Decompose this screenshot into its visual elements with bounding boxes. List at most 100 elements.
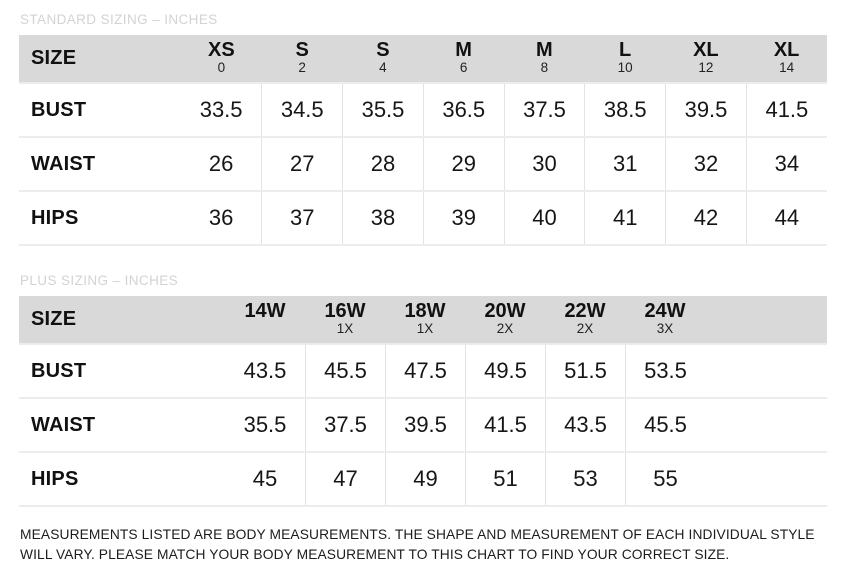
measurement-value: 41.5 (484, 412, 527, 437)
measurement-value: 32 (693, 151, 719, 176)
measurement-cell: 39 (422, 191, 504, 245)
measurement-value: 39.5 (684, 97, 728, 122)
measurement-cell: 41 (584, 191, 666, 245)
measurement-cell: 45.5 (304, 344, 385, 398)
size-label: S (376, 39, 390, 61)
size-label: S (295, 39, 309, 61)
size-label-box: XL 14 (747, 40, 827, 75)
measurement-cell: 29 (422, 137, 504, 191)
size-label-box: 20W 2X (465, 301, 545, 336)
measurement-value: 39.5 (404, 412, 447, 437)
measurement-cell: 45.5 (624, 398, 827, 452)
measurement-cell: 49 (384, 452, 465, 506)
plus-sizing-section: PLUS SIZING – INCHES SIZE 14W 16W 1X 18W 1X 2… (19, 273, 827, 507)
measurement-cell: 45 (225, 452, 305, 506)
measurement-cell: 53 (544, 452, 625, 506)
column-header-16w: 16W 1X (305, 296, 385, 344)
measurement-value: 45.5 (644, 412, 687, 437)
numeric-size-label: 8 (540, 60, 549, 75)
row-header-hips: HIPS (31, 467, 79, 490)
measurement-value: 51.5 (564, 358, 607, 383)
measurement-cell: 44 (745, 191, 827, 245)
row-header-bust: BUST (31, 98, 87, 121)
column-header-xl: XL 12 (665, 35, 747, 83)
measurement-value: 47 (333, 466, 358, 491)
size-label: 22W (564, 300, 606, 322)
plus-header-row: SIZE 14W 16W 1X 18W 1X 20W 2X 22W 2X 24W 3X (19, 296, 827, 344)
measurement-cell: 37.5 (304, 398, 385, 452)
column-header-22w: 22W 2X (545, 296, 625, 344)
standard-sizing-section: STANDARD SIZING – INCHES SIZE XS 0 S 2 S 4 M 6 M 8… (19, 12, 827, 246)
column-header-20w: 20W 2X (465, 296, 545, 344)
standard-sizing-table: SIZE XS 0 S 2 S 4 M 6 M 8 L 10 XL 12 XL 14 BUST 33.5 34.5 3… (19, 35, 827, 246)
numeric-size-label: 6 (459, 60, 468, 75)
size-corner-header: SIZE (19, 35, 181, 83)
measurement-value: 37.5 (523, 97, 566, 122)
column-header-14w: 14W (225, 296, 305, 344)
measurement-value: 55 (653, 466, 678, 491)
column-header-xl: XL 14 (746, 35, 827, 83)
size-label: 20W (484, 300, 526, 322)
measurement-value: 53.5 (644, 358, 687, 383)
row-header-hips: HIPS (31, 206, 79, 229)
measurement-value: 36.5 (442, 97, 486, 122)
table-row-bust: BUST 43.5 45.5 47.5 49.5 51.5 53.5 (19, 344, 827, 398)
measurement-cell: 36.5 (422, 83, 504, 137)
numeric-size-label: 0 (217, 60, 226, 75)
size-corner-header: SIZE (19, 296, 225, 344)
measurement-value: 45 (252, 466, 278, 491)
numeric-size-label: 2 (298, 60, 306, 75)
table-row-waist: WAIST 26 27 28 29 30 31 32 34 (19, 137, 827, 191)
standard-sizing-title: STANDARD SIZING – INCHES (20, 12, 218, 27)
numeric-size-label: 1X (336, 321, 354, 336)
size-label: L (619, 39, 632, 61)
measurement-cell: 34 (745, 137, 827, 191)
row-header-bust: BUST (31, 359, 87, 382)
size-label-box: 14W (225, 301, 305, 336)
measurement-value: 38.5 (603, 97, 647, 122)
size-label: XL (773, 39, 800, 61)
measurement-value: 40 (532, 205, 557, 230)
size-label: XL (693, 39, 719, 61)
row-header-waist: WAIST (31, 152, 96, 175)
measurement-cell: 36 (181, 191, 262, 245)
measurement-cell: 30 (503, 137, 585, 191)
size-label: M (455, 39, 472, 61)
table-row-bust: BUST 33.5 34.5 35.5 36.5 37.5 38.5 39.5 41.5 (19, 83, 827, 137)
measurement-cell: 35.5 (342, 83, 424, 137)
size-label: 24W (644, 300, 686, 322)
table-row-hips: HIPS 45 47 49 51 53 55 (19, 452, 827, 506)
measurement-value: 28 (370, 151, 396, 176)
measurement-cell: 47 (304, 452, 385, 506)
measurement-cell: 51 (464, 452, 545, 506)
measurement-cell: 43.5 (225, 344, 305, 398)
measurement-value: 44 (774, 205, 800, 230)
numeric-size-label: 1X (416, 321, 434, 336)
sizing-disclaimer: MEASUREMENTS LISTED ARE BODY MEASUREMENT… (20, 527, 815, 562)
size-label-box: XS 0 (181, 40, 261, 75)
measurement-value: 35.5 (361, 97, 405, 122)
measurement-cell: 37 (261, 191, 343, 245)
column-header-l: L 10 (584, 35, 666, 83)
size-label: 14W (244, 300, 286, 322)
numeric-size-label: 12 (698, 60, 714, 75)
size-label-box: 24W 3X (625, 301, 705, 336)
measurement-value: 26 (208, 151, 234, 176)
measurement-cell: 37.5 (503, 83, 585, 137)
measurement-cell: 26 (181, 137, 262, 191)
measurement-value: 37 (290, 205, 315, 230)
size-label-box: L 10 (585, 40, 665, 75)
measurement-cell: 41.5 (745, 83, 827, 137)
measurement-value: 38 (370, 205, 396, 230)
measurement-cell: 39.5 (384, 398, 465, 452)
measurement-value: 27 (290, 151, 315, 176)
measurement-value: 43.5 (243, 358, 287, 383)
